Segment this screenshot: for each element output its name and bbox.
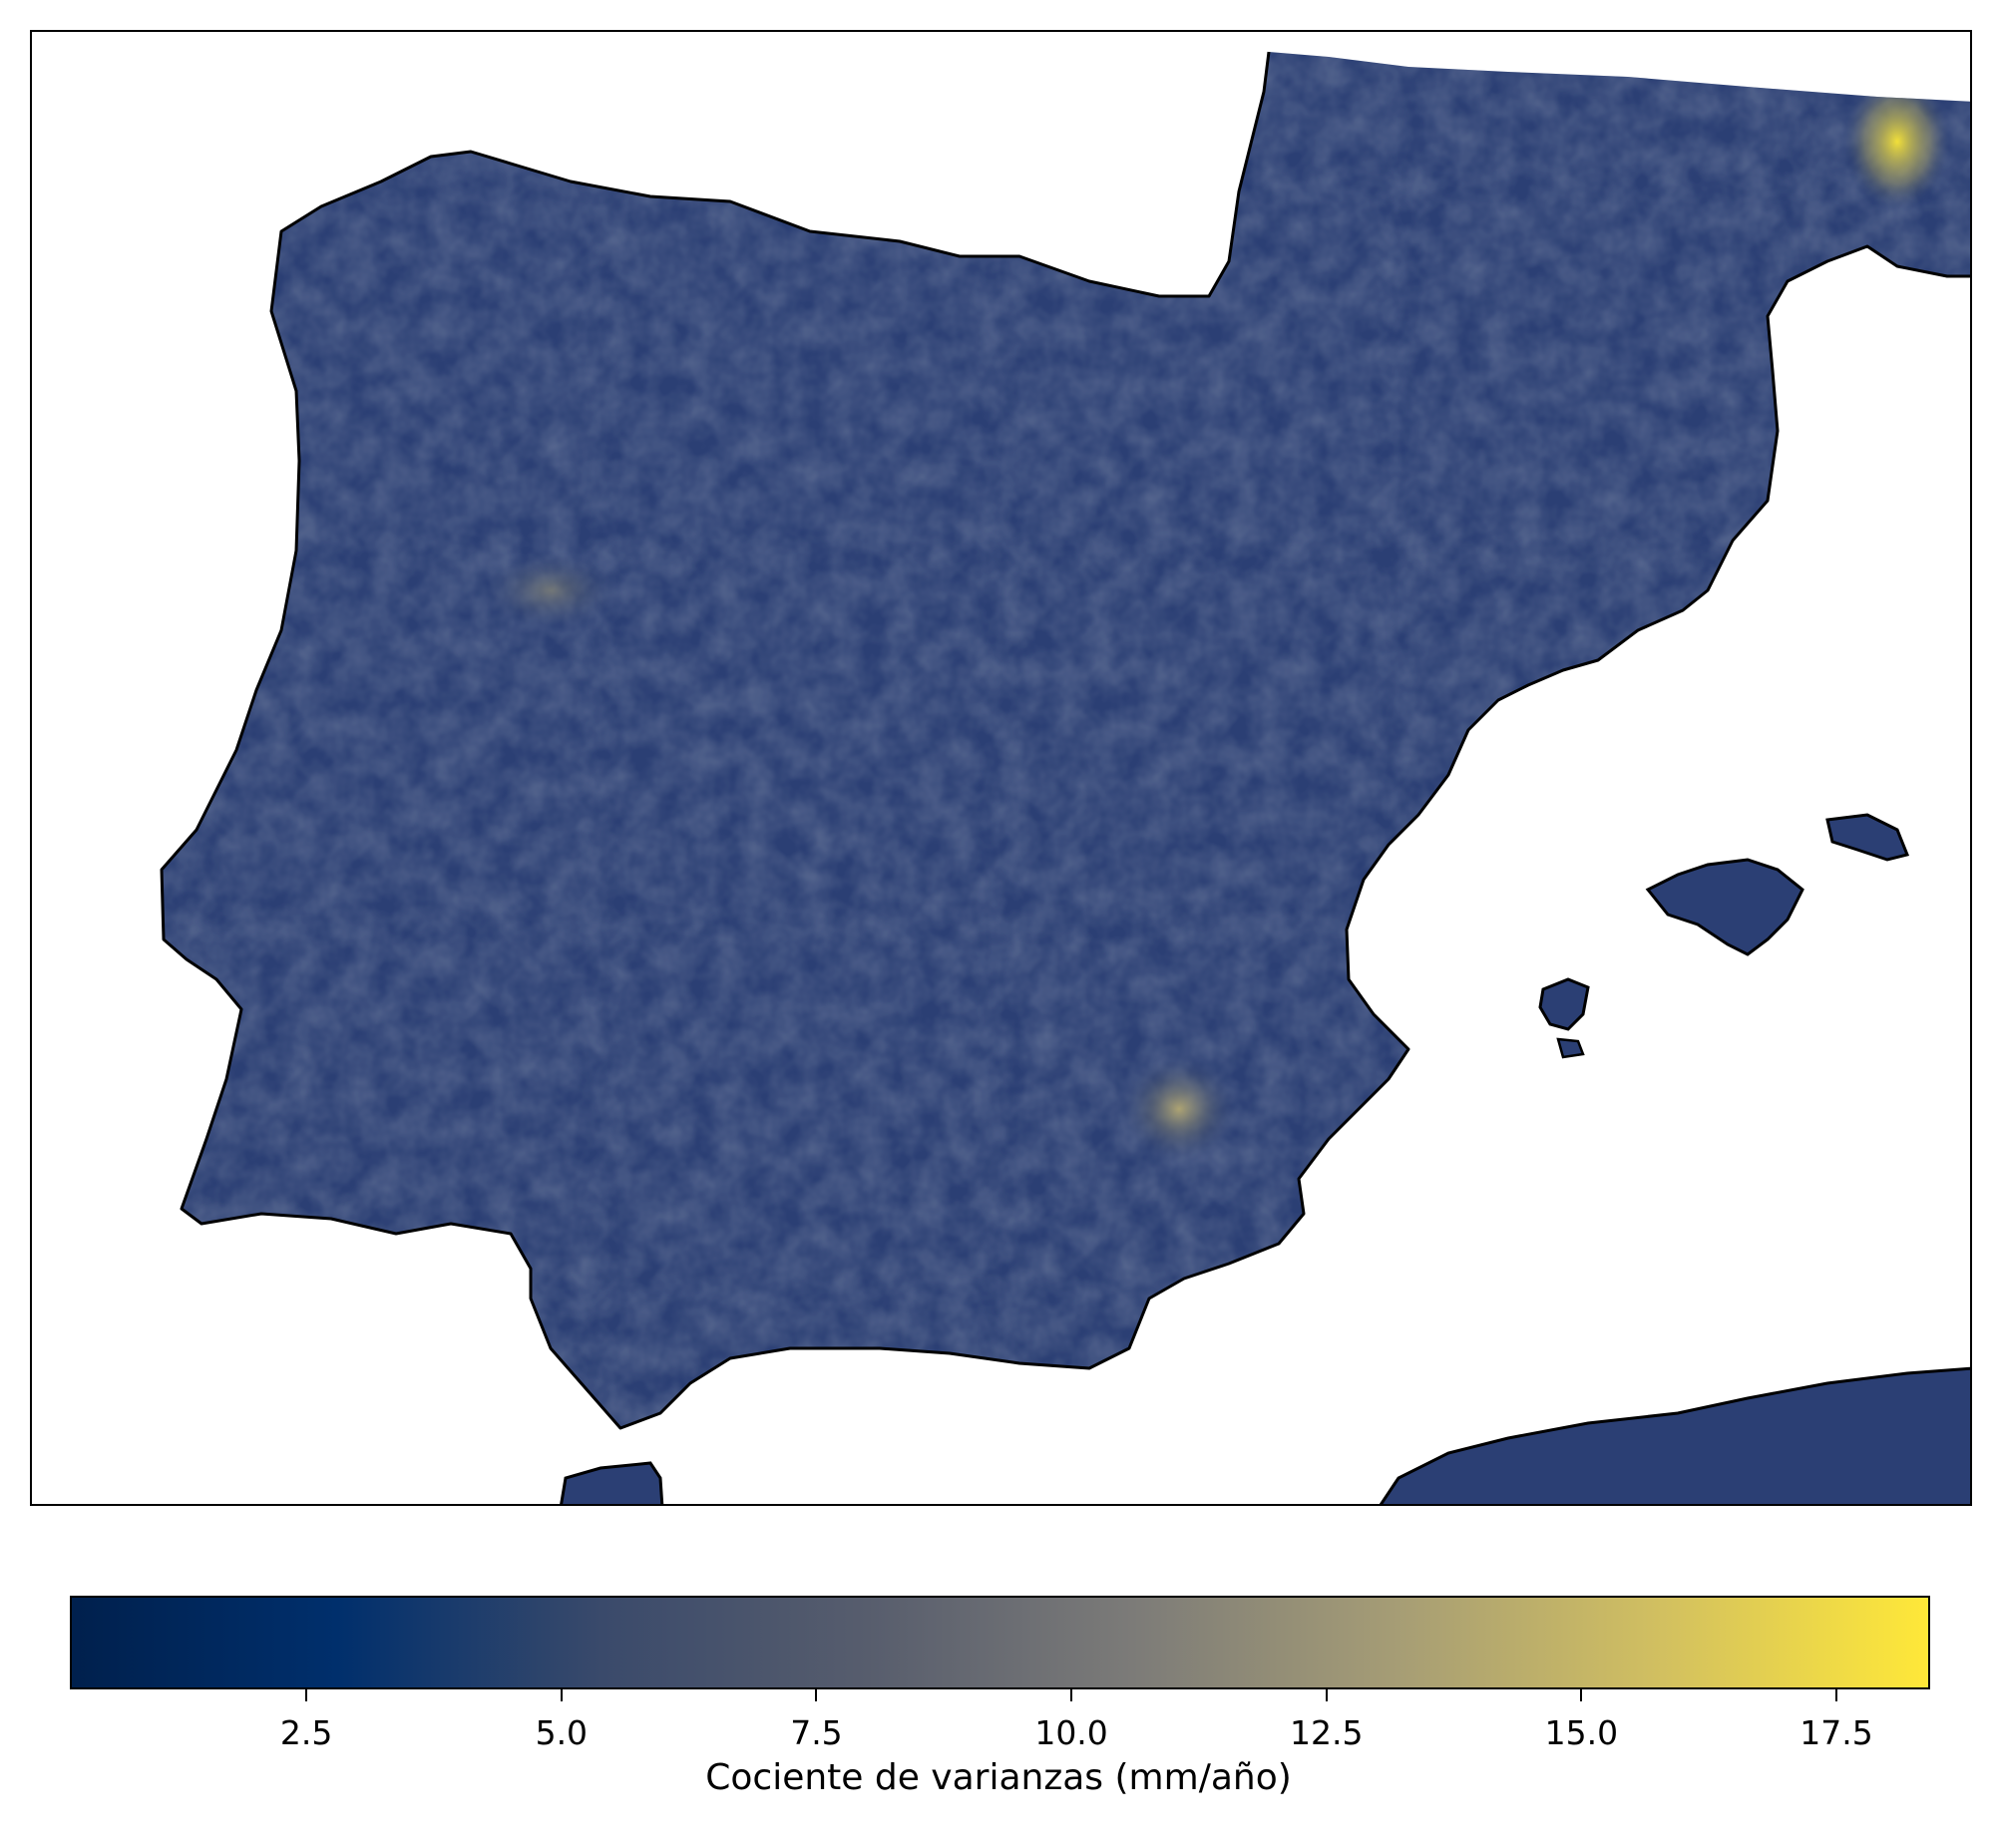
colorbar-tick-label: 2.5 — [279, 1713, 333, 1752]
colorbar-tick — [1580, 1689, 1583, 1701]
iberia-map — [160, 51, 1970, 1504]
north-africa-coast — [1379, 1366, 1970, 1504]
colorbar-label: Cociente de varianzas (mm/año) — [705, 1757, 1292, 1798]
island-formentera — [1556, 1037, 1585, 1059]
colorbar-tick — [1325, 1689, 1328, 1701]
island-mallorca — [1645, 858, 1804, 956]
colorbar-tick-label: 10.0 — [1034, 1713, 1108, 1752]
colorbar-axis: 2.5 5.0 7.5 10.0 12.5 15.0 17.5 — [72, 1689, 1928, 1759]
island-menorca — [1825, 813, 1910, 862]
colorbar — [70, 1596, 1930, 1689]
colorbar-tick — [560, 1689, 563, 1701]
colorbar-tick-label: 7.5 — [790, 1713, 843, 1752]
colorbar-tick — [815, 1689, 818, 1701]
colorbar-tick-label: 5.0 — [535, 1713, 589, 1752]
colorbar-tick-label: 15.0 — [1544, 1713, 1619, 1752]
colorbar-tick-label: 12.5 — [1289, 1713, 1364, 1752]
island-ibiza — [1538, 977, 1590, 1031]
colorbar-tick — [1070, 1689, 1073, 1701]
map-frame — [30, 30, 1972, 1506]
morocco-tip — [560, 1461, 664, 1504]
colorbar-tick — [305, 1689, 308, 1701]
colorbar-tick — [1834, 1689, 1837, 1701]
colorbar-tick-label: 17.5 — [1799, 1713, 1873, 1752]
